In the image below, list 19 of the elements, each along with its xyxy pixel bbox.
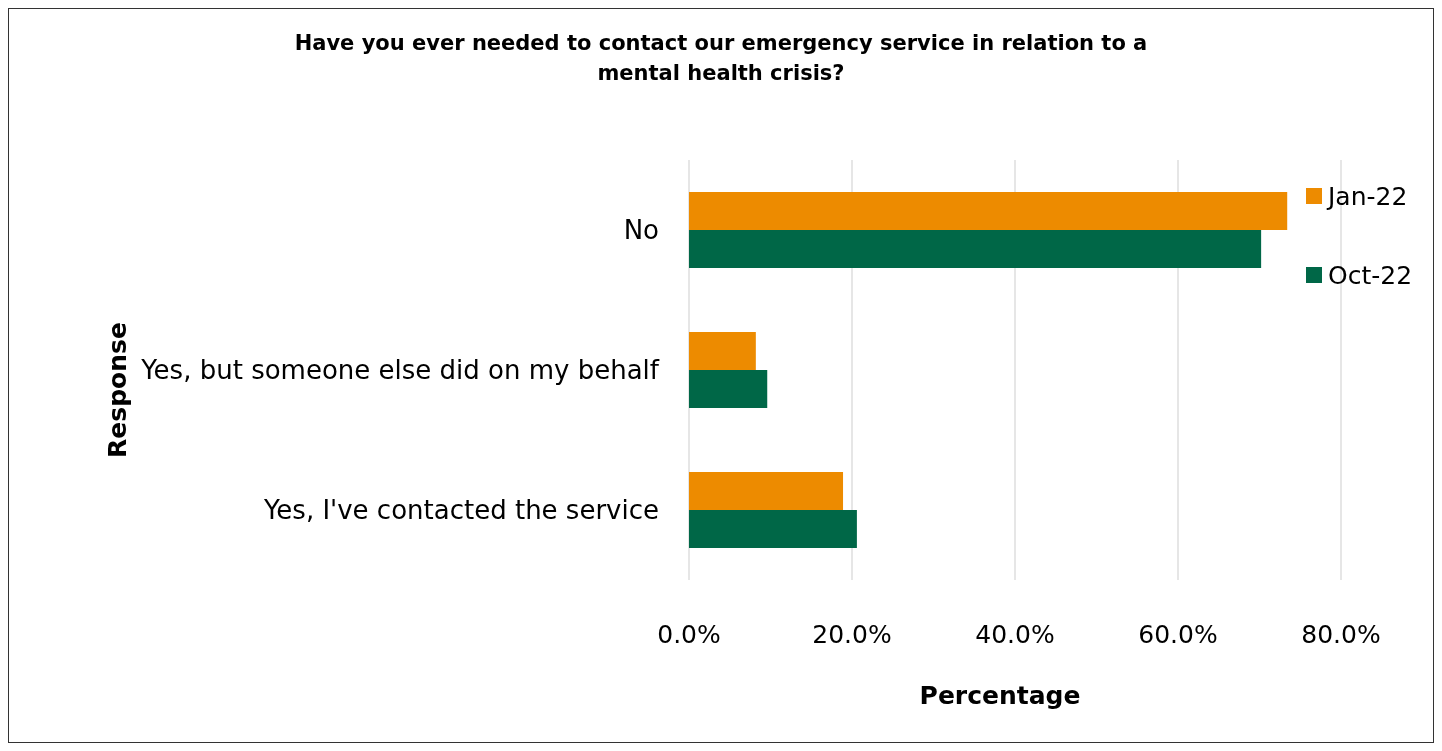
x-tick-label: 20.0% (812, 620, 892, 649)
y-axis-title: Response (103, 322, 132, 458)
bar (689, 510, 857, 548)
y-tick-label: No (623, 215, 659, 245)
chart-title: Have you ever needed to contact our emergency service in relation to a mental health crisis? (294, 31, 1148, 85)
bar (689, 192, 1288, 230)
legend-label: Oct-22 (1328, 261, 1413, 290)
x-tick-label: 80.0% (1301, 620, 1381, 649)
y-tick-label: Yes, but someone else did on my behalf (140, 355, 660, 385)
x-axis-title: Percentage (919, 681, 1081, 710)
y-tick-label: Yes, I've contacted the service (262, 495, 659, 525)
legend-label: Jan-22 (1326, 182, 1408, 211)
x-tick-label: 40.0% (975, 620, 1055, 649)
bar (689, 230, 1262, 268)
bar (689, 332, 756, 370)
bar (689, 370, 768, 408)
x-tick-label: 60.0% (1138, 620, 1218, 649)
bar (689, 472, 844, 510)
x-tick-label: 0.0% (657, 620, 721, 649)
